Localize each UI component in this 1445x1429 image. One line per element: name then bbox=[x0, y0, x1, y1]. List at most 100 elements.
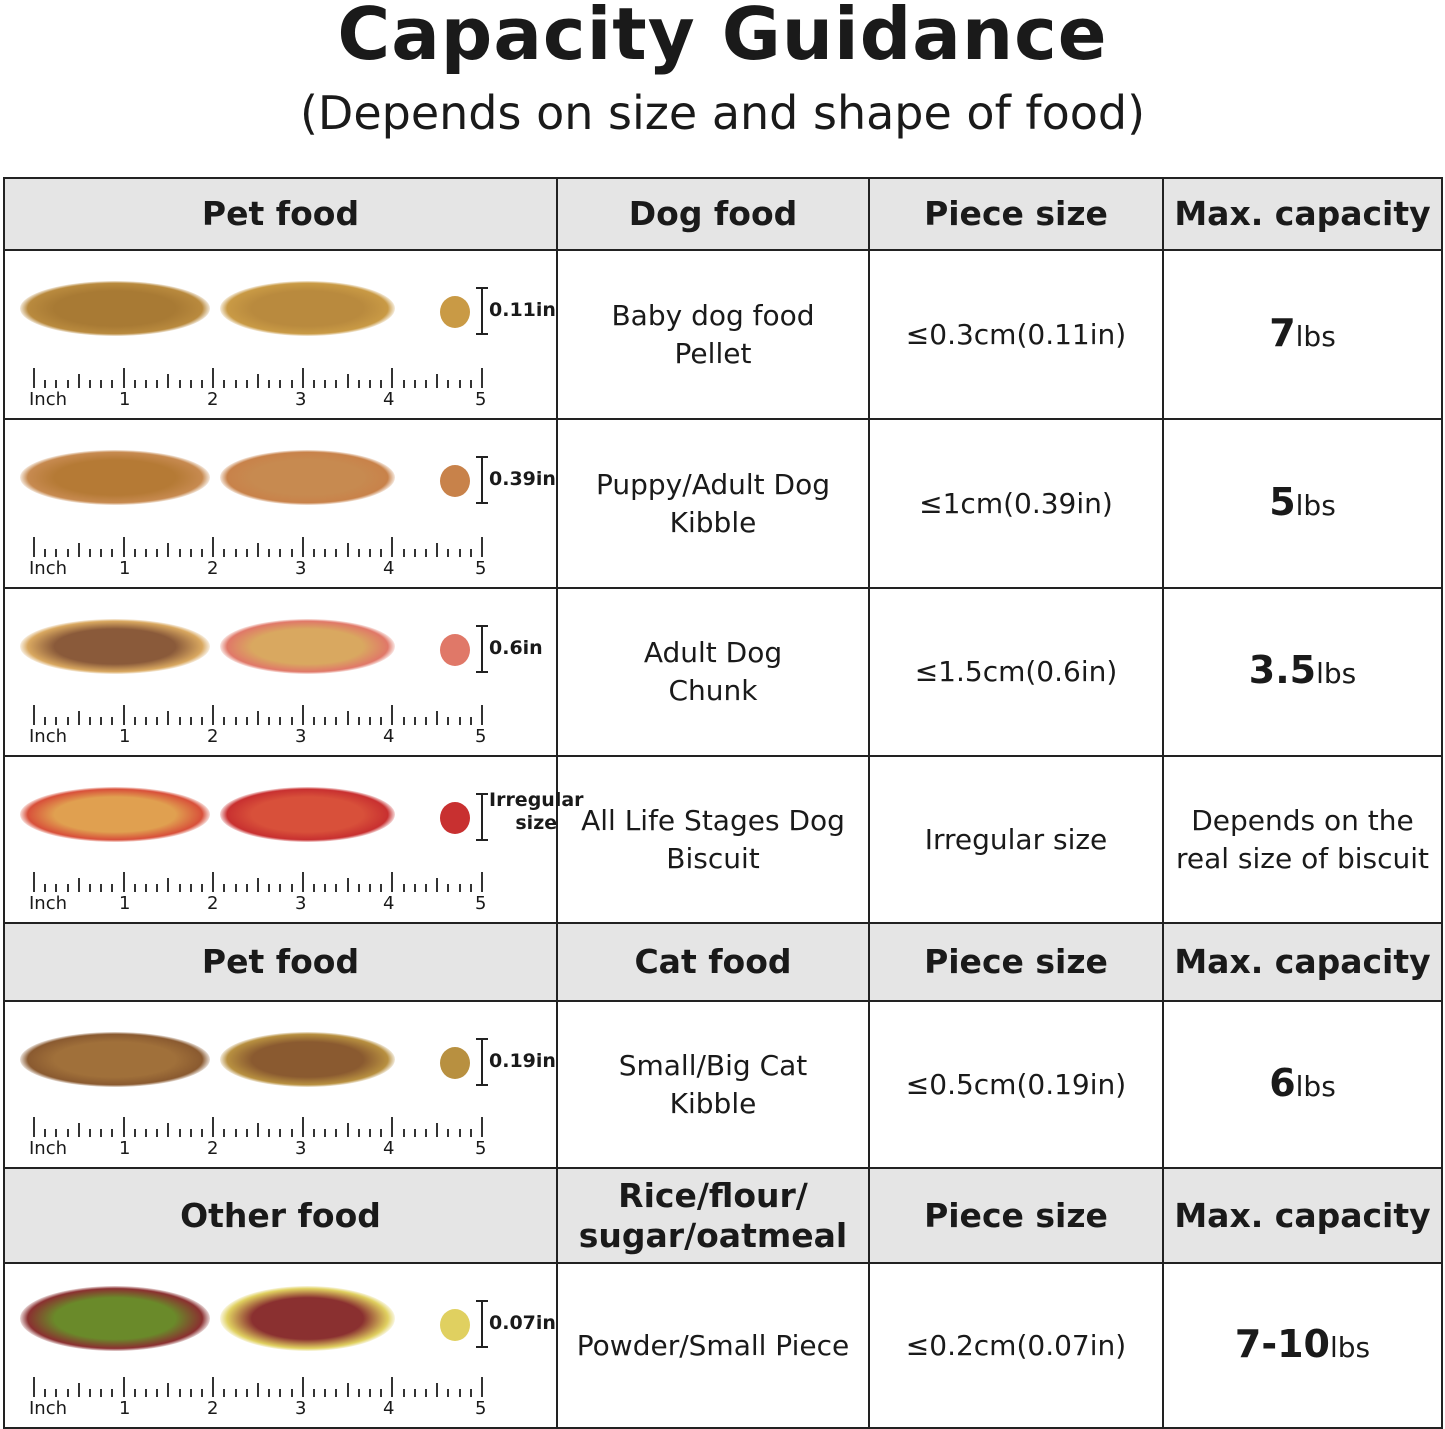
ruler-tick-label: 4 bbox=[383, 1138, 395, 1159]
food-pile-image bbox=[20, 450, 210, 505]
ruler-tick bbox=[33, 1117, 35, 1137]
ruler-tick bbox=[189, 1389, 192, 1397]
ruler-tick bbox=[335, 1389, 338, 1397]
ruler-tick-label: 1 bbox=[119, 1138, 131, 1159]
inch-ruler bbox=[33, 368, 483, 388]
ruler-tick bbox=[111, 1389, 114, 1397]
ruler-tick bbox=[380, 884, 383, 892]
ruler-tick bbox=[469, 717, 472, 725]
ruler-tick bbox=[100, 1129, 103, 1137]
ruler-tick bbox=[245, 1129, 248, 1137]
ruler-tick-label: 5 bbox=[475, 893, 487, 914]
food-image-cell: 0.07in Inch 1 2 3 4 5 bbox=[3, 1262, 558, 1429]
ruler-tick bbox=[201, 1389, 203, 1397]
ruler-tick bbox=[425, 884, 427, 892]
ruler-tick bbox=[458, 380, 461, 388]
table-row: 0.07in Inch 1 2 3 4 5 Powder/Small Piece ≤0.2cm(… bbox=[3, 1262, 1443, 1429]
ruler-tick bbox=[245, 380, 248, 388]
header-cell: Max. capacity bbox=[1162, 177, 1443, 251]
ruler-tick bbox=[458, 884, 461, 892]
capacity-unit: lbs bbox=[1295, 319, 1336, 353]
ruler-tick bbox=[425, 1389, 427, 1397]
header-cell: Rice/flour/ sugar/oatmeal bbox=[556, 1167, 870, 1264]
header-cell: Max. capacity bbox=[1162, 922, 1443, 1002]
ruler-tick bbox=[234, 1129, 237, 1137]
ruler-tick bbox=[167, 374, 170, 388]
header-cell: Piece size bbox=[868, 177, 1164, 251]
ruler-tick bbox=[89, 884, 91, 892]
size-indicator bbox=[476, 1300, 488, 1348]
ruler-tick bbox=[357, 1129, 360, 1137]
ruler-tick bbox=[178, 884, 181, 892]
inch-ruler bbox=[33, 1117, 483, 1137]
ruler-tick-label: 3 bbox=[295, 389, 307, 410]
ruler-tick bbox=[66, 1129, 69, 1137]
food-pile-image bbox=[220, 787, 395, 842]
ruler-tick bbox=[481, 537, 483, 557]
size-indicator bbox=[476, 456, 488, 504]
ruler-tick bbox=[77, 543, 80, 557]
food-image-cell: 0.19in Inch 1 2 3 4 5 bbox=[3, 1000, 558, 1169]
ruler-tick bbox=[447, 1129, 450, 1137]
ruler-tick bbox=[425, 549, 427, 557]
ruler-tick bbox=[425, 717, 427, 725]
ruler-tick bbox=[268, 549, 271, 557]
header-row: Other food Rice/flour/ sugar/oatmeal Piece… bbox=[3, 1167, 1443, 1264]
ruler-tick bbox=[402, 717, 405, 725]
food-type: All Life Stages Dog Biscuit bbox=[556, 755, 870, 924]
ruler-tick bbox=[413, 1389, 416, 1397]
inch-ruler bbox=[33, 1377, 483, 1397]
ruler-tick bbox=[436, 1383, 439, 1397]
capacity-value: 7 bbox=[1269, 310, 1296, 355]
ruler-tick bbox=[77, 1123, 80, 1137]
ruler-tick-label: 4 bbox=[383, 726, 395, 747]
ruler-tick bbox=[458, 1389, 461, 1397]
ruler-tick bbox=[481, 1377, 483, 1397]
ruler-tick-label: 5 bbox=[475, 726, 487, 747]
food-pile-image bbox=[220, 1286, 395, 1351]
food-type: Powder/Small Piece bbox=[556, 1262, 870, 1429]
ruler-tick bbox=[380, 380, 383, 388]
capacity-value: 3.5 bbox=[1248, 648, 1317, 692]
ruler-tick bbox=[111, 884, 114, 892]
ruler-tick-label: 3 bbox=[295, 1138, 307, 1159]
header-cell: Pet food bbox=[3, 922, 558, 1002]
ruler-tick bbox=[100, 884, 103, 892]
ruler-tick-label: 1 bbox=[119, 726, 131, 747]
ruler-tick bbox=[133, 1129, 136, 1137]
ruler-tick bbox=[212, 368, 215, 388]
header-cell: Max. capacity bbox=[1162, 1167, 1443, 1264]
piece-size: ≤0.2cm(0.07in) bbox=[868, 1262, 1164, 1429]
ruler-tick bbox=[234, 549, 237, 557]
ruler-tick bbox=[279, 1389, 282, 1397]
ruler-tick bbox=[44, 1129, 47, 1137]
header-cell: Dog food bbox=[556, 177, 870, 251]
food-piece-image bbox=[440, 1309, 470, 1341]
ruler-tick bbox=[257, 1123, 259, 1137]
ruler-tick bbox=[156, 1129, 159, 1137]
ruler-tick bbox=[223, 549, 226, 557]
food-type: Baby dog food Pellet bbox=[556, 249, 870, 420]
ruler-tick bbox=[33, 1377, 35, 1397]
food-pile-image bbox=[20, 619, 210, 674]
ruler-tick bbox=[369, 884, 371, 892]
ruler-unit: Inch bbox=[29, 1398, 68, 1419]
table-row: 0.11in Inch 1 2 3 4 5 Baby dog food Pellet ≤0.3c… bbox=[3, 249, 1443, 420]
ruler-tick bbox=[268, 717, 271, 725]
capacity-value: 6 bbox=[1269, 1060, 1296, 1105]
ruler-tick bbox=[189, 884, 192, 892]
ruler-tick bbox=[77, 1383, 80, 1397]
ruler-tick bbox=[223, 1129, 226, 1137]
ruler-tick bbox=[413, 380, 416, 388]
food-piece-image bbox=[440, 1047, 470, 1079]
max-capacity: 6lbs bbox=[1162, 1000, 1443, 1169]
ruler-tick bbox=[425, 380, 427, 388]
ruler-tick bbox=[122, 872, 125, 892]
size-indicator bbox=[476, 793, 488, 841]
ruler-tick bbox=[290, 549, 293, 557]
ruler-tick bbox=[100, 1389, 103, 1397]
ruler-tick-label: 3 bbox=[295, 558, 307, 579]
size-indicator bbox=[476, 287, 488, 335]
ruler-tick bbox=[178, 380, 181, 388]
ruler-tick bbox=[279, 717, 282, 725]
